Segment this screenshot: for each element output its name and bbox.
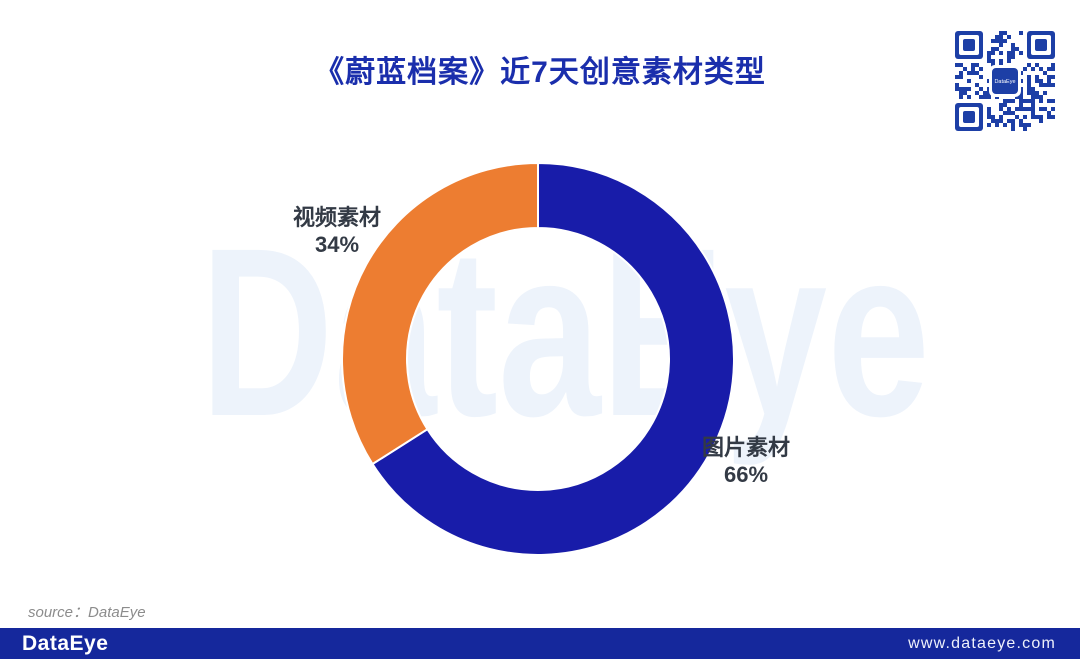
footer-url: www.dataeye.com: [908, 634, 1056, 652]
dataeye-watermark: DataEye: [200, 198, 930, 466]
qr-code: DataEye: [952, 28, 1058, 134]
dataeye-watermark-text: DataEye: [200, 198, 930, 466]
slice-label-video-pct: 34%: [314, 232, 360, 257]
slice-label-image-name: 图片素材: [701, 435, 790, 460]
slice-label-image-pct: 66%: [723, 462, 769, 487]
donut-slice-图片素材: [371, 161, 735, 556]
page-title: 《蔚蓝档案》近7天创意素材类型: [314, 56, 766, 89]
slice-label-video-name: 视频素材: [292, 205, 381, 230]
donut-chart: [341, 161, 735, 556]
dataeye-logo: DataEye: [22, 631, 109, 655]
qr-code-svg: DataEye: [955, 31, 1055, 131]
slice-label-video: 视频素材 34%: [267, 204, 407, 258]
footer-bar: DataEye www.dataeye.com: [0, 628, 1080, 659]
donut-slice-视频素材: [341, 161, 539, 466]
source-note: source：DataEye: [28, 604, 146, 621]
qr-center-logo-text: DataEye: [994, 79, 1015, 85]
slice-label-image: 图片素材 66%: [676, 434, 816, 488]
